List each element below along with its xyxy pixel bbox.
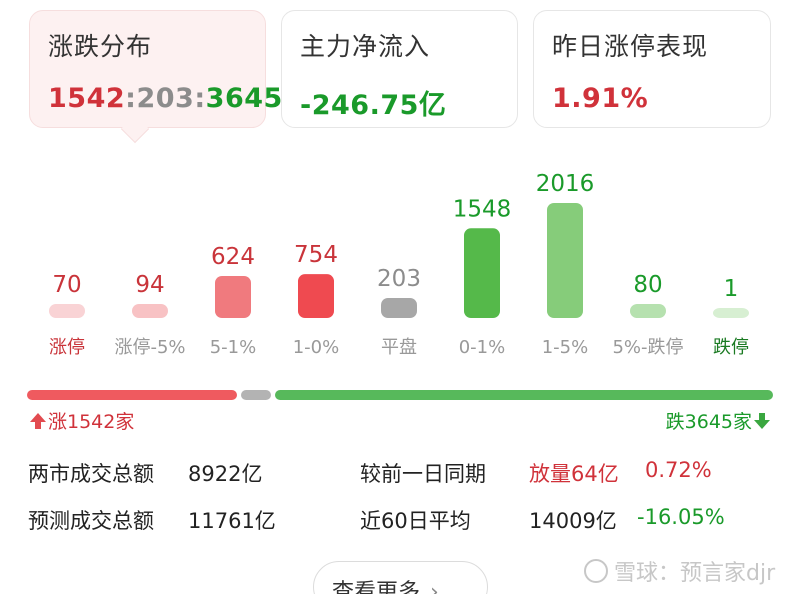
category-label: 涨停 [49,337,85,358]
volume-increase-value: 放量64亿 [529,462,619,486]
bar-5-1% [215,276,251,318]
view-more-label: 查看更多 [332,580,421,594]
separator: : [125,83,137,114]
bar-1-5% [547,203,583,318]
sixty-day-average-label: 近60日平均 [360,509,471,533]
bar-涨停-5% [132,304,168,318]
category-label: 0-1% [459,337,506,358]
category-label: 5%-跌停 [612,337,683,358]
card-value: -246.75亿 [300,90,447,121]
category-label: 5-1% [210,337,257,358]
view-more-button[interactable]: 查看更多 › [313,561,488,594]
up-proportion-bar [27,390,237,400]
down-count: 3645 [205,83,283,114]
bar-value-label: 80 [633,272,662,298]
category-label: 1-0% [293,337,340,358]
card-title: 主力净流入 [300,32,431,61]
up-summary-label: 涨1542家 [48,411,135,433]
bar-value-label: 1 [724,276,739,302]
separator: : [194,83,206,114]
card-main-net-inflow[interactable]: 主力净流入 -246.75亿 [281,10,518,128]
arrow-down-icon [754,412,770,429]
sixty-day-average-pct: -16.05% [637,505,725,529]
bar-value-label: 624 [211,244,255,270]
flat-count: 203 [136,83,195,114]
down-summary: 跌3645家 [666,407,772,434]
predicted-turnover-label: 预测成交总额 [28,509,154,533]
bar-5%-跌停 [630,304,666,318]
card-value: 1.91% [552,83,649,114]
chevron-right-icon: › [430,580,439,594]
total-turnover-value: 8922亿 [188,462,263,486]
sixty-day-average-value: 14009亿 [529,509,617,533]
watermark-text: 雪球：预言家djr [614,561,776,586]
total-turnover-label: 两市成交总额 [28,462,154,486]
card-title: 涨跌分布 [48,32,153,61]
bar-value-label: 70 [52,272,81,298]
category-label: 1-5% [542,337,589,358]
up-summary: 涨1542家 [28,407,134,434]
down-summary-label: 跌3645家 [665,411,752,433]
bar-value-label: 203 [377,266,421,292]
bar-value-label: 94 [135,272,164,298]
down-proportion-bar [275,390,773,400]
bar-涨停 [49,304,85,318]
snowball-logo-icon [584,559,608,583]
bar-1-0% [298,274,334,318]
volume-increase-pct: 0.72% [645,458,712,482]
predicted-turnover-value: 11761亿 [188,509,276,533]
bar-跌停 [713,308,749,318]
category-label: 跌停 [713,337,749,358]
bar-平盘 [381,298,417,318]
vs-previous-day-label: 较前一日同期 [360,462,486,486]
category-label: 平盘 [381,337,417,358]
card-title: 昨日涨停表现 [552,32,709,61]
distribution-bar-chart: 70 涨停 94 涨停-5% 624 5-1% 754 1-0% 203 平盘 1548 0-1% 20… [49,171,749,358]
watermark: 雪球：预言家djr [584,555,775,587]
bar-value-label: 1548 [453,196,512,222]
arrow-up-icon [30,412,46,429]
bar-value-label: 2016 [536,171,595,197]
card-yesterday-limit-up-performance[interactable]: 昨日涨停表现 1.91% [533,10,771,128]
card-value: 1542:203:3645 [48,83,282,114]
card-rise-fall-distribution[interactable]: 涨跌分布 1542:203:3645 [29,10,282,128]
bar-value-label: 754 [294,242,338,268]
bar-0-1% [464,228,500,318]
category-label: 涨停-5% [114,337,185,358]
up-count: 1542 [48,83,126,114]
flat-proportion-bar [241,390,271,400]
